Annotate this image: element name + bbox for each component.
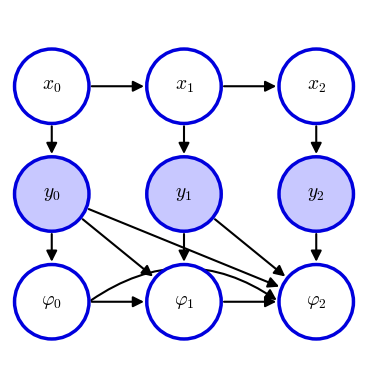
Circle shape: [14, 49, 89, 123]
Text: $\varphi_0$: $\varphi_0$: [41, 293, 62, 311]
Text: $y_1$: $y_1$: [175, 185, 193, 203]
Circle shape: [14, 157, 89, 231]
Text: $x_0$: $x_0$: [42, 77, 61, 95]
Circle shape: [147, 265, 221, 339]
Circle shape: [147, 157, 221, 231]
Text: $x_2$: $x_2$: [307, 77, 326, 95]
Text: $\varphi_2$: $\varphi_2$: [306, 293, 326, 311]
Text: $y_0$: $y_0$: [43, 185, 61, 203]
Text: $y_2$: $y_2$: [308, 185, 325, 203]
Circle shape: [147, 49, 221, 123]
Circle shape: [279, 157, 354, 231]
Text: $x_1$: $x_1$: [174, 77, 194, 95]
Circle shape: [279, 49, 354, 123]
Circle shape: [279, 265, 354, 339]
Text: $\varphi_1$: $\varphi_1$: [174, 293, 194, 311]
Circle shape: [14, 265, 89, 339]
